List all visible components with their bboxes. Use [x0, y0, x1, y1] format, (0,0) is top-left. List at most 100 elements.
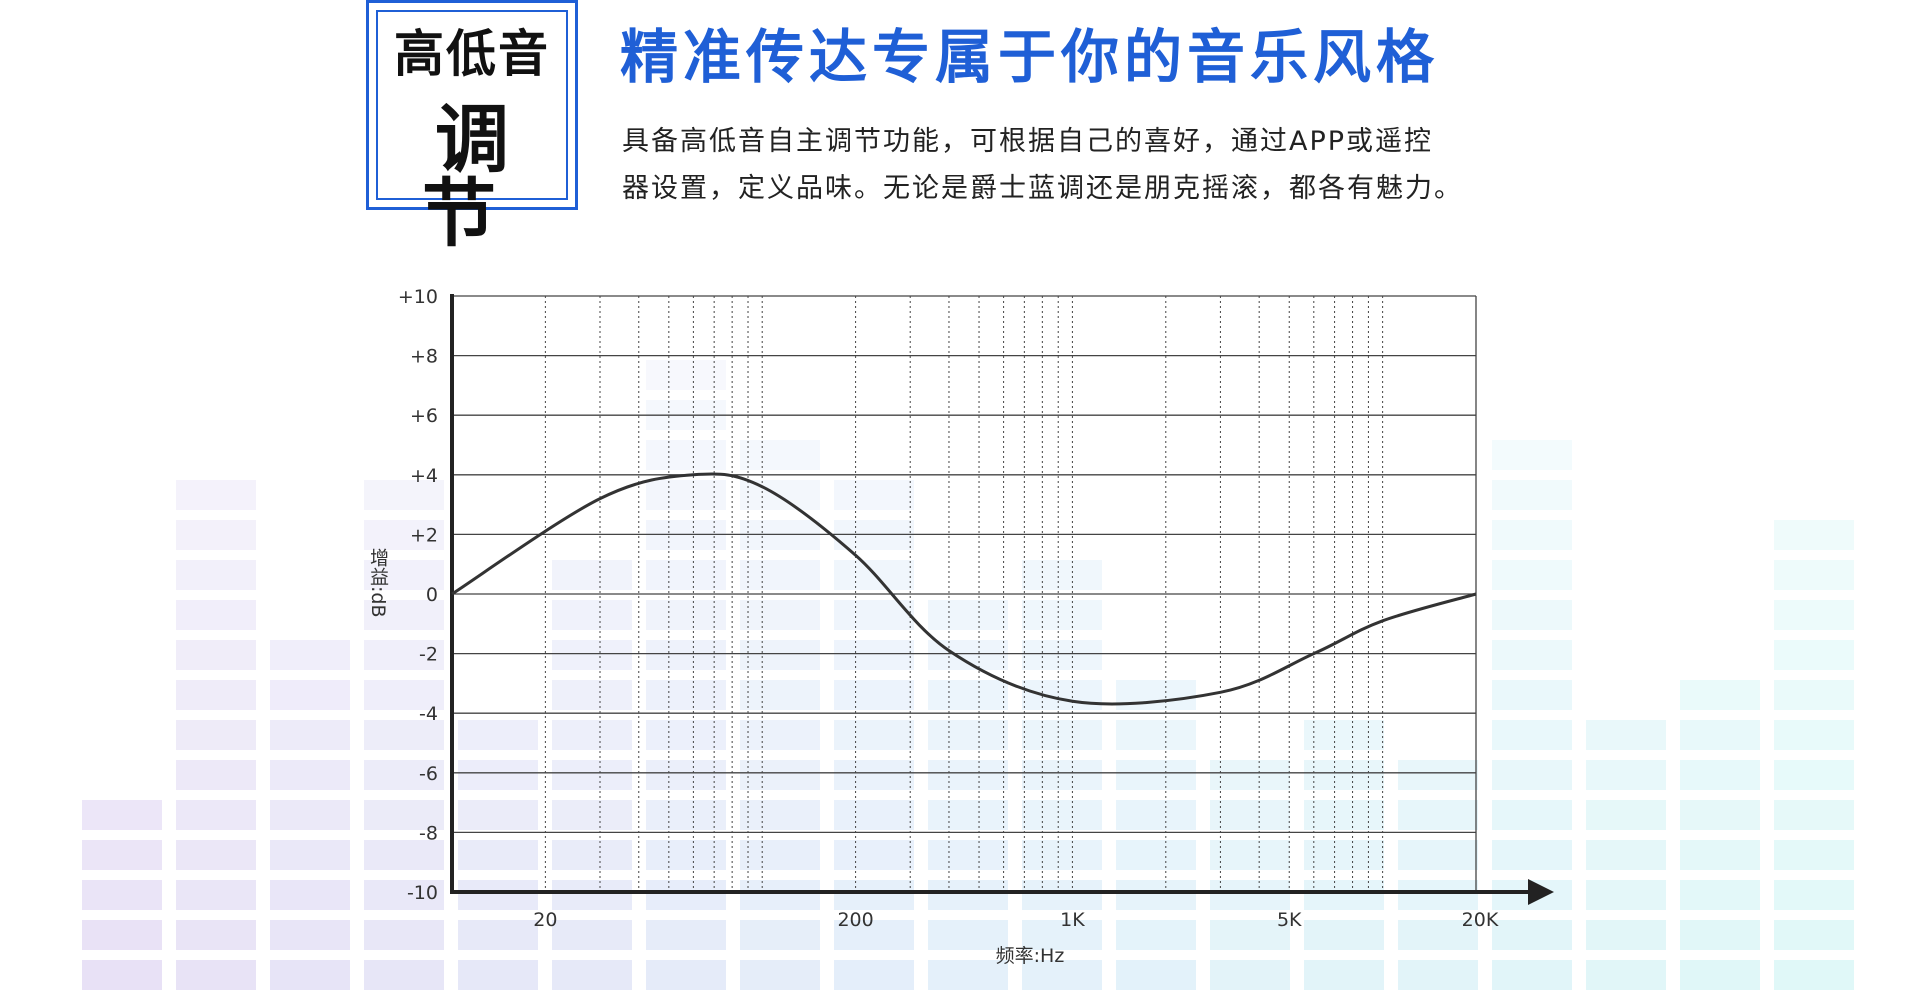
eq-cell	[176, 720, 256, 750]
eq-cell	[928, 680, 1008, 710]
eq-cell	[646, 440, 726, 470]
eq-cell	[1398, 800, 1478, 830]
title-badge: 高低音 调节	[366, 0, 578, 251]
eq-cell	[552, 680, 632, 710]
eq-cell	[740, 760, 820, 790]
eq-cell	[176, 760, 256, 790]
eq-cell	[740, 440, 820, 470]
eq-cell	[646, 880, 726, 910]
eq-cell	[1680, 800, 1760, 830]
eq-cell	[552, 640, 632, 670]
eq-cell	[646, 680, 726, 710]
eq-cell	[834, 680, 914, 710]
eq-cell	[740, 920, 820, 950]
eq-response-curve	[451, 472, 1477, 706]
eq-cell	[646, 760, 726, 790]
eq-cell	[1022, 680, 1102, 710]
eq-cell	[270, 920, 350, 950]
eq-column	[364, 480, 444, 990]
eq-cell	[646, 600, 726, 630]
eq-cell	[1116, 760, 1196, 790]
eq-cell	[1398, 920, 1478, 950]
eq-cell	[270, 640, 350, 670]
eq-column	[740, 440, 820, 990]
eq-cell	[646, 920, 726, 950]
eq-cell	[1492, 600, 1572, 630]
eq-cell	[1304, 920, 1384, 950]
y-tick-label: -8	[419, 822, 438, 844]
eq-cell	[1398, 840, 1478, 870]
eq-cell	[176, 680, 256, 710]
eq-column	[458, 720, 538, 990]
eq-cell	[1116, 960, 1196, 990]
y-tick-label: +10	[398, 286, 438, 308]
eq-cell	[834, 920, 914, 950]
eq-column	[1210, 760, 1290, 990]
eq-cell	[1680, 920, 1760, 950]
eq-cell	[928, 920, 1008, 950]
eq-cell	[1022, 960, 1102, 990]
y-tick-label: -6	[419, 763, 438, 785]
eq-cell	[834, 480, 914, 510]
eq-cell	[1492, 920, 1572, 950]
eq-cell	[740, 560, 820, 590]
x-tick-label: 200	[837, 909, 873, 931]
eq-cell	[928, 800, 1008, 830]
eq-cell	[1022, 880, 1102, 910]
eq-cell	[1586, 800, 1666, 830]
title-badge-inner-border	[376, 10, 568, 200]
eq-cell	[1210, 920, 1290, 950]
eq-cell	[364, 640, 444, 670]
eq-cell	[1586, 840, 1666, 870]
eq-column	[1492, 440, 1572, 990]
eq-cell	[552, 560, 632, 590]
eq-cell	[176, 600, 256, 630]
eq-cell	[270, 840, 350, 870]
eq-cell	[928, 720, 1008, 750]
eq-cell	[458, 800, 538, 830]
eq-cell	[646, 360, 726, 390]
eq-cell	[1304, 880, 1384, 910]
eq-cell	[1304, 840, 1384, 870]
eq-cell	[1022, 720, 1102, 750]
eq-cell	[176, 960, 256, 990]
eq-cell	[1492, 640, 1572, 670]
eq-column	[1774, 520, 1854, 990]
eq-cell	[1210, 800, 1290, 830]
eq-column	[646, 360, 726, 990]
eq-cell	[834, 800, 914, 830]
eq-cell	[1492, 960, 1572, 990]
badge-title-line2: 调节	[422, 97, 535, 257]
eq-column	[176, 480, 256, 990]
eq-cell	[364, 720, 444, 750]
eq-cell	[270, 720, 350, 750]
eq-cell	[1586, 720, 1666, 750]
eq-cell	[270, 960, 350, 990]
eq-cell	[1492, 800, 1572, 830]
eq-cell	[834, 960, 914, 990]
eq-cell	[928, 600, 1008, 630]
eq-cell	[82, 880, 162, 910]
eq-cell	[1210, 760, 1290, 790]
y-tick-label: -4	[419, 703, 438, 725]
eq-cell	[552, 760, 632, 790]
eq-cell	[1022, 560, 1102, 590]
eq-cell	[1398, 760, 1478, 790]
eq-cell	[1680, 680, 1760, 710]
eq-cell	[176, 640, 256, 670]
eq-cell	[1116, 920, 1196, 950]
x-axis-title: 频率:Hz	[996, 945, 1065, 967]
eq-cell	[552, 600, 632, 630]
eq-cell	[1774, 640, 1854, 670]
eq-cell	[82, 920, 162, 950]
eq-cell	[834, 640, 914, 670]
eq-cell	[740, 720, 820, 750]
eq-cell	[82, 840, 162, 870]
eq-cell	[834, 760, 914, 790]
eq-cell	[1586, 760, 1666, 790]
eq-column	[1586, 720, 1666, 990]
eq-column	[1116, 680, 1196, 990]
x-axis-arrow	[1528, 879, 1554, 905]
eq-cell	[270, 680, 350, 710]
